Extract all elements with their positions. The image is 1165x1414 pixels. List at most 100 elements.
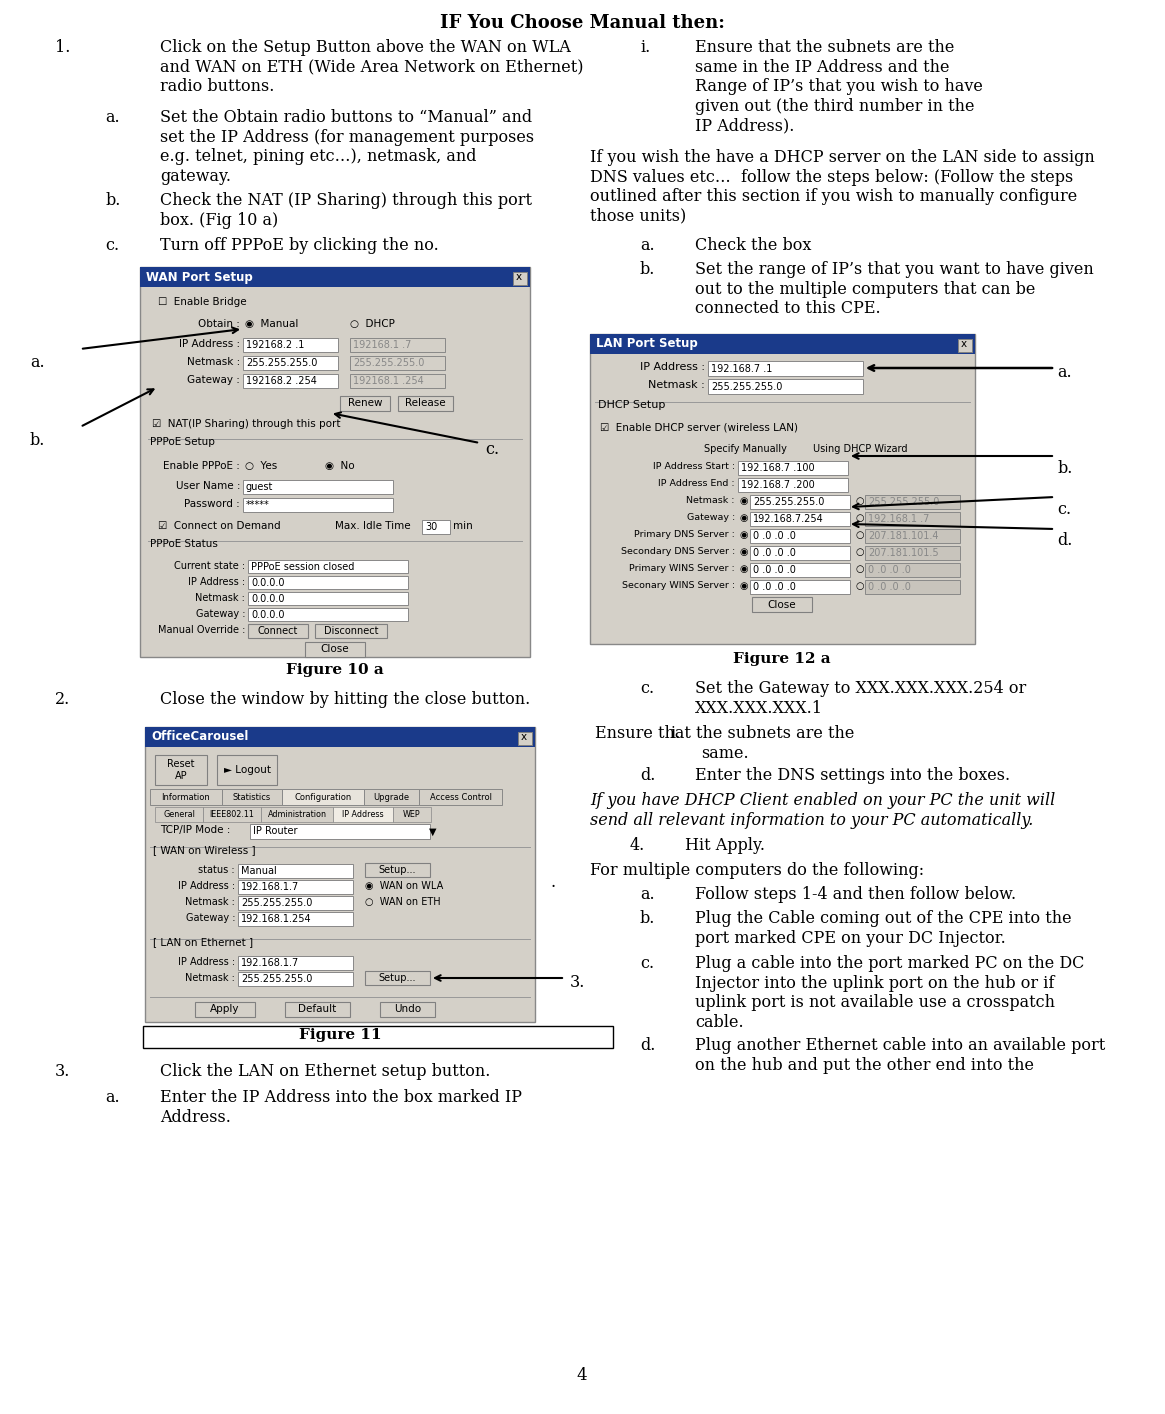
- Text: d.: d.: [640, 1036, 656, 1053]
- Text: Release: Release: [405, 399, 446, 409]
- Text: i.: i.: [670, 725, 680, 742]
- Text: 207.181.101.4: 207.181.101.4: [868, 532, 939, 542]
- Text: Click on the Setup Button above the WAN on WLA
and WAN on ETH (Wide Area Network: Click on the Setup Button above the WAN …: [160, 40, 584, 95]
- Text: LAN Port Setup: LAN Port Setup: [596, 338, 698, 351]
- Text: Enable PPPoE :: Enable PPPoE :: [163, 461, 240, 471]
- Text: Configuration: Configuration: [295, 792, 352, 802]
- Text: Password :: Password :: [184, 499, 240, 509]
- Text: 255.255.255.0: 255.255.255.0: [353, 358, 424, 368]
- Text: PPPoE Status: PPPoE Status: [150, 539, 218, 549]
- Text: Netmask :: Netmask :: [185, 896, 235, 906]
- Text: Set the Obtain radio buttons to “Manual” and
set the IP Address (for management : Set the Obtain radio buttons to “Manual”…: [160, 109, 534, 185]
- Text: i.: i.: [640, 40, 650, 57]
- Bar: [243, 373, 338, 387]
- Text: 192.168.7 .1: 192.168.7 .1: [711, 363, 772, 373]
- Text: min: min: [453, 520, 473, 532]
- Text: ◉: ◉: [740, 564, 748, 574]
- Text: 0.0.0.0: 0.0.0.0: [250, 594, 284, 604]
- Text: ◉  WAN on WLA: ◉ WAN on WLA: [365, 881, 443, 891]
- Text: ► Logout: ► Logout: [224, 765, 270, 775]
- Text: b.: b.: [105, 192, 120, 209]
- Bar: [393, 807, 431, 822]
- Text: c.: c.: [105, 238, 119, 255]
- Bar: [333, 807, 393, 822]
- Text: ◉: ◉: [740, 581, 748, 591]
- Text: Manual: Manual: [241, 865, 277, 877]
- Bar: [143, 1027, 613, 1048]
- Text: Using DHCP Wizard: Using DHCP Wizard: [813, 444, 908, 454]
- Text: WEP: WEP: [403, 810, 421, 819]
- Bar: [305, 642, 365, 658]
- Text: guest: guest: [246, 482, 274, 492]
- Text: Reset
AP: Reset AP: [168, 759, 195, 781]
- Text: 0 .0 .0 .0: 0 .0 .0 .0: [753, 549, 796, 559]
- Text: Follow steps 1-4 and then follow below.: Follow steps 1-4 and then follow below.: [696, 887, 1016, 904]
- Text: Renew: Renew: [347, 399, 382, 409]
- Bar: [315, 624, 387, 638]
- Bar: [365, 863, 430, 877]
- Text: a.: a.: [30, 354, 44, 370]
- Bar: [195, 1003, 255, 1017]
- Text: [ WAN on Wireless ]: [ WAN on Wireless ]: [153, 846, 255, 855]
- Text: Netmask :: Netmask :: [195, 592, 245, 602]
- Text: Max. Idle Time: Max. Idle Time: [336, 520, 410, 532]
- Text: 255.255.255.0: 255.255.255.0: [241, 974, 312, 984]
- Text: Close the window by hitting the close button.: Close the window by hitting the close bu…: [160, 691, 530, 708]
- Text: Close: Close: [320, 645, 349, 655]
- Text: Plug another Ethernet cable into an available port
on the hub and put the other : Plug another Ethernet cable into an avai…: [696, 1036, 1106, 1073]
- Bar: [144, 727, 535, 1022]
- Bar: [238, 956, 353, 970]
- Bar: [398, 396, 453, 411]
- Text: Netmask :: Netmask :: [686, 496, 735, 505]
- Text: Ensure that the subnets are the
same.: Ensure that the subnets are the same.: [595, 725, 855, 762]
- Text: PPPoE Setup: PPPoE Setup: [150, 437, 214, 447]
- Text: Figure 11: Figure 11: [298, 1028, 381, 1042]
- Text: Setup...: Setup...: [379, 973, 416, 983]
- Text: b.: b.: [30, 433, 45, 450]
- Bar: [365, 971, 430, 986]
- Text: a.: a.: [640, 238, 655, 255]
- Text: 192168.1 .7: 192168.1 .7: [353, 339, 411, 351]
- Bar: [864, 563, 960, 577]
- Text: a.: a.: [105, 109, 120, 126]
- Text: TCP/IP Mode :: TCP/IP Mode :: [160, 824, 231, 836]
- Bar: [238, 896, 353, 911]
- Text: a.: a.: [105, 1089, 120, 1106]
- Text: 0 .0 .0 .0: 0 .0 .0 .0: [753, 532, 796, 542]
- Text: Primary WINS Server :: Primary WINS Server :: [629, 564, 735, 573]
- Text: Administration: Administration: [268, 810, 326, 819]
- Bar: [248, 624, 308, 638]
- Bar: [737, 461, 848, 475]
- Bar: [238, 864, 353, 878]
- Text: ☑  Enable DHCP server (wireless LAN): ☑ Enable DHCP server (wireless LAN): [600, 421, 798, 433]
- Bar: [750, 529, 850, 543]
- Bar: [155, 755, 207, 785]
- Text: c.: c.: [485, 441, 499, 458]
- Bar: [864, 546, 960, 560]
- Bar: [238, 971, 353, 986]
- Text: 255.255.255.0: 255.255.255.0: [246, 358, 317, 368]
- Text: Turn off PPPoE by clicking the no.: Turn off PPPoE by clicking the no.: [160, 238, 439, 255]
- Text: ☑  Connect on Demand: ☑ Connect on Demand: [158, 520, 281, 532]
- Text: 255.255.255.0: 255.255.255.0: [868, 496, 939, 508]
- Text: ◉  No: ◉ No: [325, 461, 354, 471]
- Bar: [150, 789, 223, 805]
- Text: 3.: 3.: [55, 1063, 70, 1080]
- Text: Gateway :: Gateway :: [196, 609, 245, 619]
- Text: Gateway :: Gateway :: [686, 513, 735, 522]
- Text: 192168.2 .1: 192168.2 .1: [246, 339, 304, 351]
- Text: ○: ○: [855, 547, 863, 557]
- Text: 2.: 2.: [55, 691, 70, 708]
- Bar: [350, 338, 445, 352]
- Text: 3.: 3.: [570, 974, 585, 991]
- Text: 0 .0 .0 .0: 0 .0 .0 .0: [753, 566, 796, 575]
- Text: Set the Gateway to XXX.XXX.XXX.254 or
XXX.XXX.XXX.1: Set the Gateway to XXX.XXX.XXX.254 or XX…: [696, 680, 1026, 717]
- Text: ◉: ◉: [740, 547, 748, 557]
- Bar: [750, 563, 850, 577]
- Text: Check the box: Check the box: [696, 238, 811, 255]
- Text: IP Address :: IP Address :: [178, 881, 235, 891]
- Bar: [248, 575, 408, 590]
- Text: Click the LAN on Ethernet setup button.: Click the LAN on Ethernet setup button.: [160, 1063, 490, 1080]
- Text: status :: status :: [198, 865, 235, 875]
- Text: x: x: [521, 732, 527, 742]
